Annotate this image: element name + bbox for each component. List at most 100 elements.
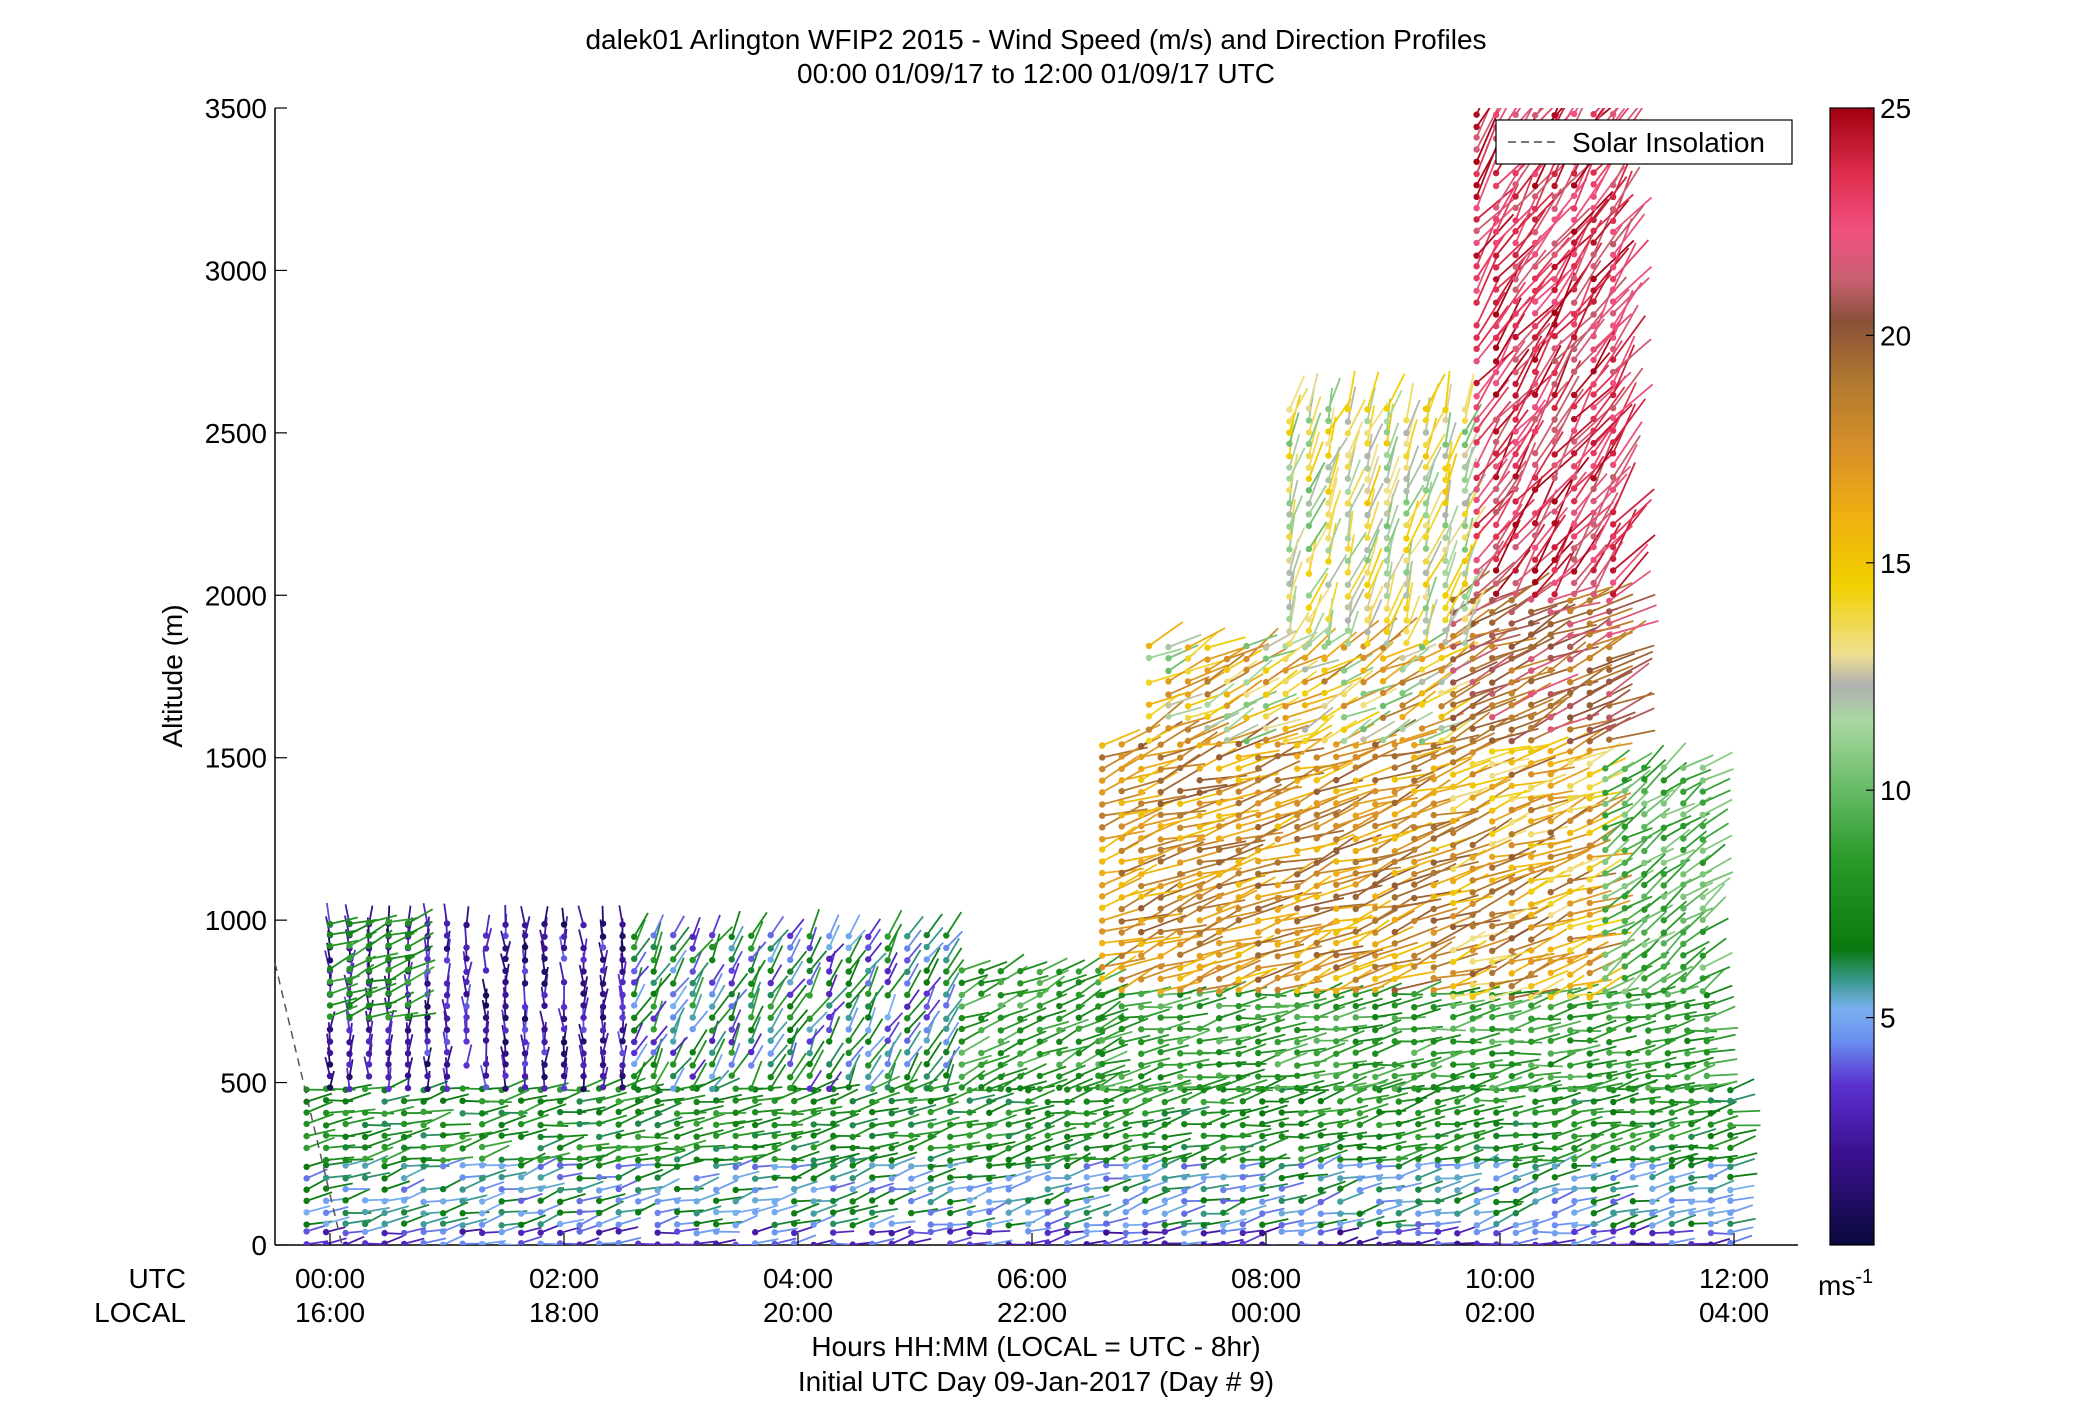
wind-barb-shaft [852, 1117, 878, 1127]
wind-barb-point [346, 1073, 353, 1081]
wind-barb-point [537, 1109, 544, 1117]
wind-barb-shaft [672, 915, 685, 936]
wind-barb-shaft [637, 1192, 661, 1203]
wind-barb-point [1216, 893, 1223, 900]
wind-barb-point [576, 1186, 583, 1194]
wind-barb-point [1664, 1038, 1672, 1045]
wind-barb-point [1333, 974, 1340, 982]
wind-barb-point [1489, 807, 1496, 814]
wind-barb-point [1434, 1240, 1442, 1245]
wind-barb-point [1649, 1210, 1656, 1218]
wind-barb-point [923, 1049, 930, 1056]
wind-barb-shaft [774, 1158, 805, 1162]
wind-barb-point [1200, 1210, 1207, 1217]
wind-barb-point [342, 1220, 349, 1227]
wind-barb-point [502, 1072, 509, 1079]
wind-barb-shaft [1180, 1085, 1211, 1089]
wind-barb-shaft [891, 1134, 921, 1138]
wind-barb-point [619, 1084, 626, 1091]
wind-barb-point [1239, 1197, 1246, 1204]
wind-barb-point [806, 957, 813, 964]
wind-barb-point [1551, 1197, 1559, 1205]
wind-barb-point [1532, 1144, 1539, 1152]
wind-barb-shaft [1257, 1018, 1286, 1030]
wind-barb-shaft [1027, 1137, 1054, 1150]
wind-barb-shaft [1379, 1203, 1403, 1213]
wind-barb-shaft [969, 1174, 996, 1178]
wind-barb-point [1434, 1143, 1442, 1151]
wind-barb-point [1099, 952, 1106, 959]
wind-barb-point [709, 991, 716, 998]
wind-barb-shaft [1164, 1153, 1189, 1167]
wind-barb-point [1493, 1185, 1500, 1193]
wind-barb-shaft [754, 1225, 775, 1234]
wind-barb-point [1707, 1210, 1715, 1217]
wind-barb-point [1313, 939, 1320, 947]
wind-barb-point [1532, 1187, 1539, 1194]
wind-barb-shaft [910, 1192, 934, 1202]
wind-barb-point [1473, 1109, 1481, 1116]
wind-barb-point [1177, 964, 1184, 972]
wind-barb-shaft [1125, 1077, 1152, 1091]
wind-barb-point [1103, 1157, 1110, 1164]
wind-barb-point [1356, 1186, 1364, 1194]
wind-barb-point [947, 1133, 954, 1141]
wind-barb-shaft [1433, 1076, 1460, 1089]
wind-barb-point [1216, 951, 1223, 958]
wind-barb-shaft [1105, 1147, 1132, 1162]
wind-barb-point [1450, 1061, 1457, 1068]
wind-barb-point [1586, 947, 1593, 955]
wind-barb-point [849, 1198, 856, 1205]
wind-barb-point [1493, 1198, 1500, 1206]
wind-barb-point [1551, 1163, 1559, 1170]
wind-barb-point [1235, 964, 1242, 971]
wind-barb-shaft [1476, 1104, 1505, 1114]
wind-barb-point [654, 1162, 661, 1169]
wind-barb-shaft [1223, 1227, 1247, 1233]
wind-barb-shaft [696, 1076, 721, 1090]
wind-barb-point [1064, 1086, 1071, 1093]
wind-barb-shaft [1320, 1137, 1346, 1150]
wind-barb-point [947, 1198, 954, 1206]
wind-barb-shaft [833, 1230, 855, 1234]
wind-barb-point [1313, 776, 1320, 784]
wind-barb-shaft [462, 1131, 493, 1138]
wind-barb-point [1064, 1098, 1071, 1106]
wind-barb-point [631, 1084, 638, 1091]
wind-barb-point [482, 945, 490, 952]
wind-barb-point [771, 1155, 778, 1163]
wind-barb-point [634, 1133, 642, 1140]
wind-barb-point [1118, 881, 1125, 889]
wind-barb-point [322, 1161, 330, 1169]
wind-barb-point [1294, 800, 1301, 807]
wind-barb-point [1528, 1002, 1535, 1009]
wind-barb-point [1216, 916, 1223, 923]
wind-barb-point [751, 1197, 759, 1204]
wind-barb-point [385, 1061, 392, 1068]
wind-barb-point [1255, 742, 1262, 749]
wind-barb-point [1430, 800, 1437, 807]
wind-barb-point [1103, 1162, 1110, 1169]
wind-barb-point [1333, 836, 1340, 843]
wind-barb-point [404, 966, 412, 974]
wind-barb-point [1099, 991, 1106, 999]
wind-barb-point [908, 1163, 915, 1170]
wind-barb-point [1036, 1050, 1044, 1058]
wind-barb-point [904, 1074, 911, 1081]
wind-barb-point [1430, 859, 1437, 866]
wind-barb-point [1220, 1098, 1227, 1105]
wind-barb-point [1489, 1038, 1496, 1045]
wind-barb-point [385, 1038, 392, 1046]
wind-barb-point [1649, 1185, 1656, 1193]
wind-barb-point [650, 1015, 657, 1022]
wind-barb-shaft [1570, 1029, 1602, 1033]
wind-barb-point [1489, 947, 1496, 955]
wind-barb-point [1668, 1120, 1676, 1128]
wind-barb-point [1703, 1060, 1711, 1068]
wind-barb-point [1415, 1155, 1422, 1163]
wind-barb-point [1450, 795, 1457, 802]
wind-barb-point [830, 1156, 837, 1164]
wind-barb-point [556, 1098, 564, 1105]
wind-barb-point [830, 1220, 837, 1228]
wind-barb-point [404, 920, 412, 927]
